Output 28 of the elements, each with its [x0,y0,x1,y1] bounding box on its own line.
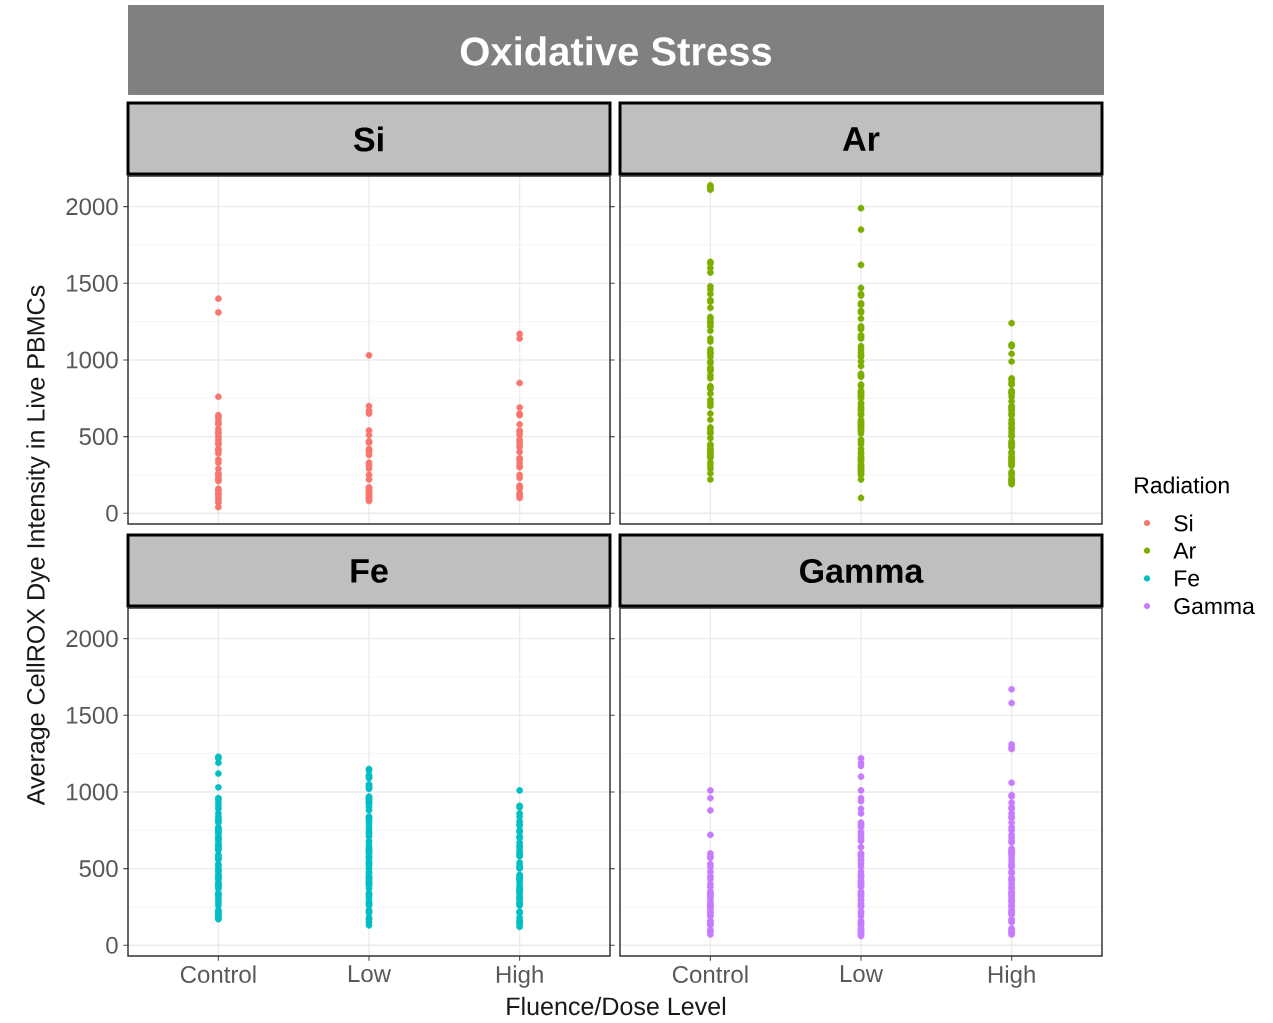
chart-title: Fe [351,559,388,583]
legend-label: Gamma [1174,597,1255,615]
y-tick-label: 500 [79,860,118,878]
y-tick-label: 500 [79,428,118,446]
y-tick-label: 0 [106,504,118,522]
y-axis-title: Average CellROX Dye Intensity in Live PBMCs [26,285,50,806]
legend-label: Si [1174,514,1193,532]
y-tick-label: 1500 [67,274,118,292]
y-tick-label: 1500 [67,706,118,724]
y-tick-label: 1000 [67,783,118,801]
legend-label: Fe [1175,570,1200,587]
y-tick-label: 0 [106,936,118,954]
x-tick-label: Control [180,965,256,983]
chart-title: Oxidative Stress [460,36,772,66]
chart-title: Ar [842,127,880,151]
x-tick-label: Low [840,965,884,983]
y-tick-label: 2000 [66,198,118,216]
x-tick-label: High [496,965,543,988]
chart-title: Gamma [800,558,924,584]
y-tick-label: 1000 [67,351,118,369]
y-tick-label: 2000 [66,630,118,648]
x-tick-label: Low [348,965,392,983]
legend-label: Ar [1173,542,1196,559]
x-tick-label: High [988,965,1035,988]
legend-title: Radiation [1135,476,1229,494]
x-axis-title: Fluence/Dose Level [507,996,726,1016]
x-tick-label: Control [672,965,748,983]
chart-subtitle: Si [353,126,383,152]
